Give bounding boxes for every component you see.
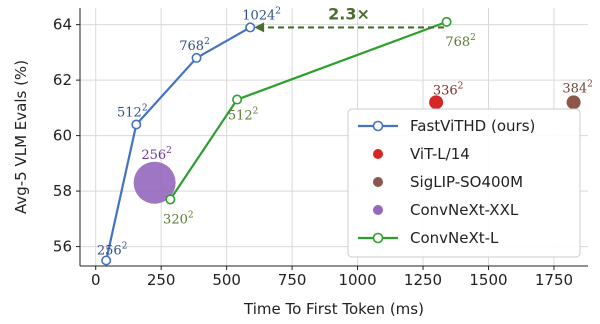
data-point [566, 95, 581, 110]
series-convnext-l [165, 16, 452, 205]
legend-label: ConvNeXt-L [410, 229, 499, 247]
speedup-label: 2.3× [328, 4, 370, 23]
point-labels: 2562 5122 7682 10242 3362 3842 2562 3202 5122 768… [97, 6, 593, 258]
point-label: 5122 [228, 107, 259, 124]
point-label: 3842 [562, 79, 593, 96]
series-siglip-so400m [566, 95, 581, 110]
data-point [245, 22, 256, 33]
data-point [232, 94, 243, 105]
legend-label: ConvNeXt-XXL [410, 201, 519, 219]
series-convnext-xxl [133, 161, 176, 204]
legend-marker [372, 120, 384, 132]
legend-label: SigLIP-SO400M [410, 173, 523, 191]
point-label: 7682 [445, 33, 476, 50]
y-tick-label: 62 [53, 71, 72, 89]
data-point [429, 95, 444, 110]
y-tick-label: 56 [53, 238, 72, 256]
y-tick-label: 64 [53, 16, 72, 34]
legend-label: FastViTHD (ours) [410, 117, 535, 135]
legend: FastViTHD (ours) ViT-L/14 SigLIP-SO400M Con… [347, 108, 581, 258]
x-axis-label: Time To First Token (ms) [243, 300, 424, 318]
y-tick-label: 60 [53, 127, 72, 145]
legend-entry: ConvNeXt-XXL [373, 201, 519, 219]
data-point [131, 119, 142, 130]
point-label: 3202 [163, 210, 194, 227]
x-tick-label: 1000 [338, 271, 376, 289]
y-tick-label: 58 [53, 182, 72, 200]
legend-entry: ViT-L/14 [373, 145, 470, 163]
x-tick-label: 1500 [469, 271, 507, 289]
point-label: 2562 [141, 146, 172, 163]
x-tick-label: 1750 [535, 271, 573, 289]
point-label: 3362 [433, 81, 464, 98]
point-label: 10242 [242, 6, 281, 23]
x-tick-label: 250 [147, 271, 176, 289]
data-point [101, 255, 112, 266]
legend-label: ViT-L/14 [410, 145, 470, 163]
speedup-arrowhead [254, 22, 265, 33]
legend-marker [373, 149, 383, 159]
point-label: 2562 [97, 241, 128, 258]
legend-marker [372, 232, 384, 244]
legend-entry: SigLIP-SO400M [373, 173, 523, 191]
y-axis-label: Avg-5 VLM Evals (%) [12, 60, 30, 214]
axes: 0 250 500 750 1000 1250 1500 1750 56 58 60 62 64 [53, 8, 588, 289]
legend-entry: FastViTHD (ours) [358, 117, 535, 135]
series-line [105, 26, 251, 261]
series-fastvithd-ours- [101, 22, 256, 266]
legend-marker [373, 177, 383, 187]
x-tick-label: 0 [91, 271, 101, 289]
legend-marker [373, 205, 383, 215]
data-point [441, 16, 452, 27]
series-vit-l-14 [429, 95, 444, 110]
legend-box [347, 108, 581, 258]
point-label: 7682 [179, 37, 210, 54]
x-tick-label: 750 [278, 271, 307, 289]
speedup-annotation: 2.3× [254, 4, 444, 33]
legend-entry: ConvNeXt-L [358, 229, 499, 247]
data-point [165, 194, 176, 205]
point-label: 5122 [117, 104, 148, 121]
data-bubble [133, 161, 176, 204]
x-tick-label: 500 [212, 271, 241, 289]
data-point [191, 52, 202, 63]
x-tick-label: 1250 [404, 271, 442, 289]
data-series [101, 16, 581, 266]
